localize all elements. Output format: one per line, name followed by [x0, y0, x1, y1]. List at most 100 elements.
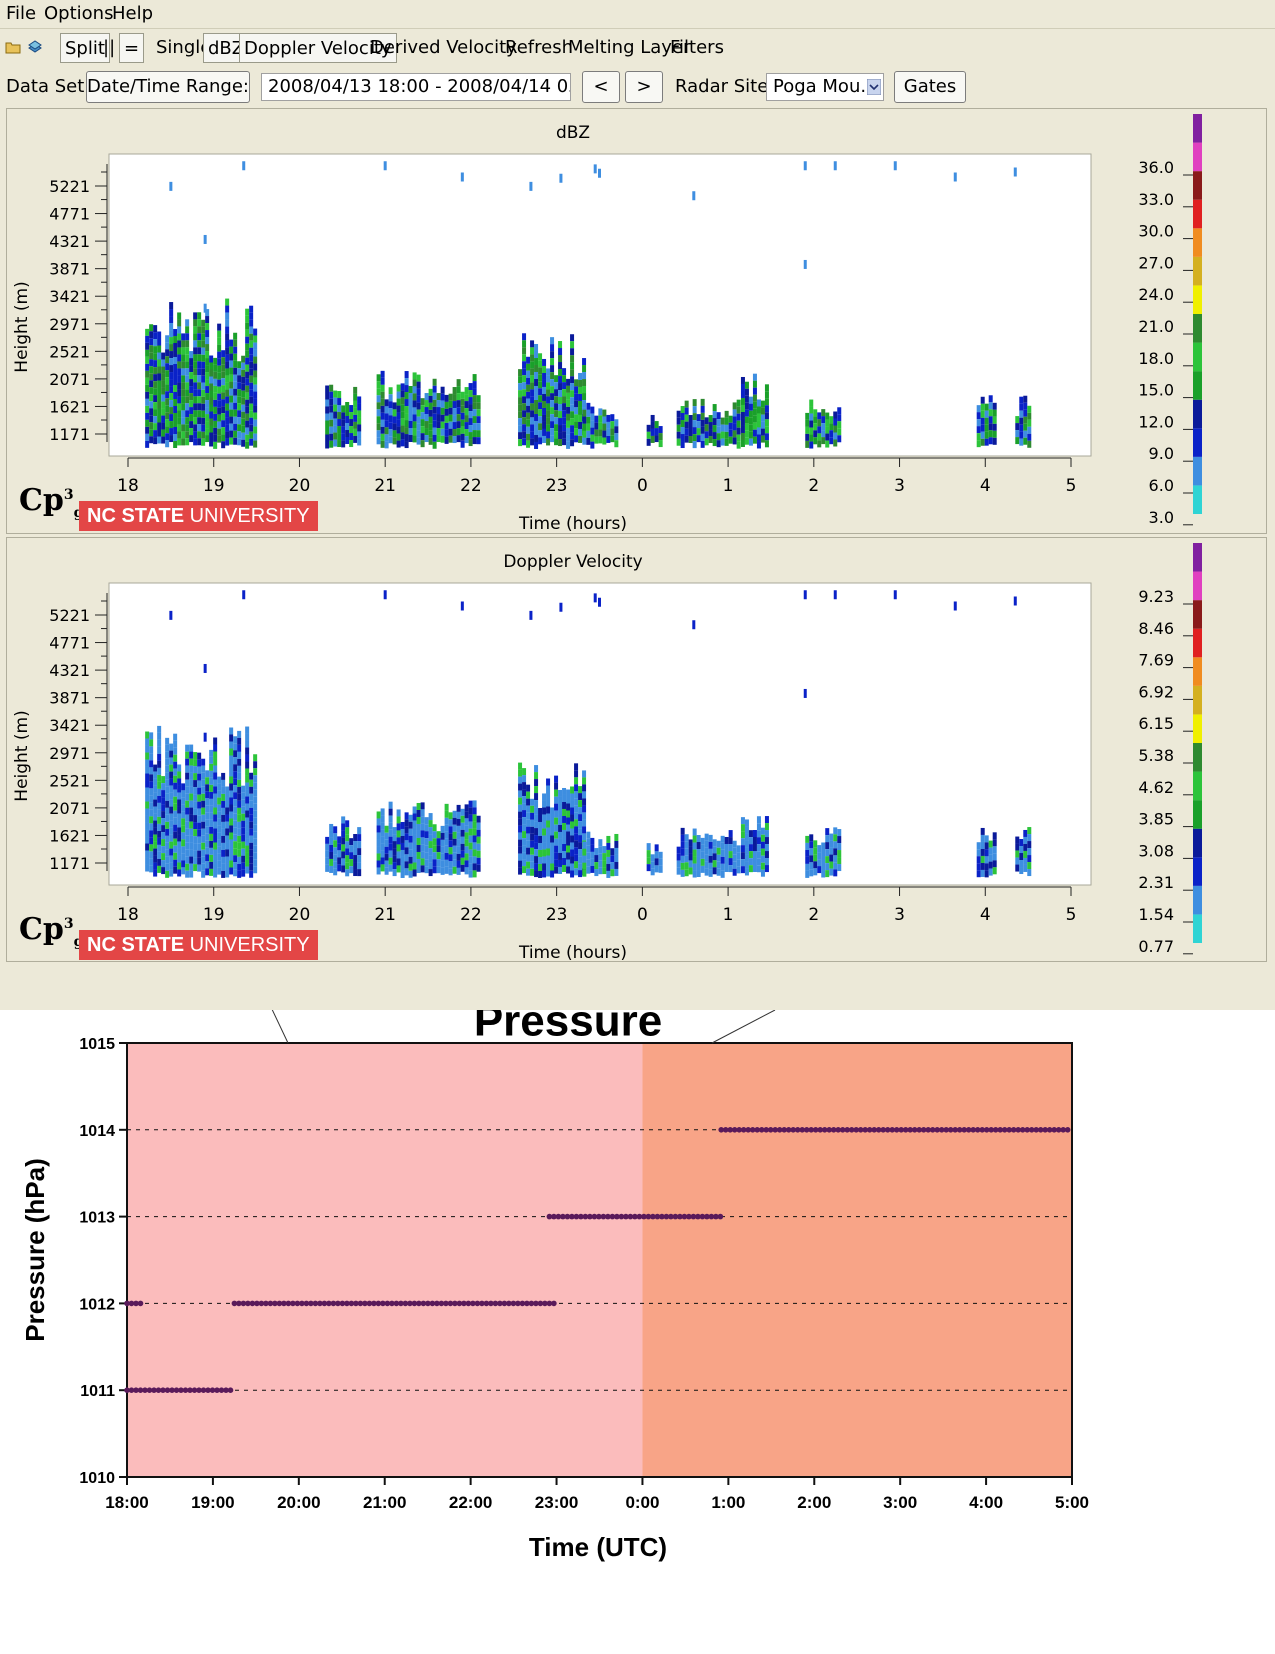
- echo-cell: [736, 859, 741, 867]
- echo-cell: [341, 440, 346, 448]
- echo-cell: [460, 398, 465, 406]
- x-tick-label: 1: [723, 905, 734, 925]
- echo-cell: [169, 337, 174, 345]
- echo-cell: [476, 416, 481, 424]
- echo-cell: [578, 428, 583, 436]
- echo-cell: [1023, 409, 1028, 417]
- echo-cell: [1027, 426, 1032, 434]
- echo-cell: [337, 850, 342, 858]
- echo-cell: [578, 835, 583, 843]
- echo-cell: [530, 368, 535, 376]
- radar-site-select[interactable]: Poga Mou...: [766, 73, 884, 101]
- echo-cell: [217, 393, 222, 401]
- echo-cell: [145, 850, 150, 858]
- echo-cell: [688, 429, 693, 437]
- echo-cell: [756, 844, 761, 852]
- echo-cell: [472, 430, 477, 438]
- y-axis-label: Height (m): [12, 710, 32, 801]
- split-button[interactable]: Split: [60, 33, 110, 63]
- echo-cell: [221, 406, 226, 414]
- layers-icon[interactable]: [27, 39, 43, 55]
- echo-cell: [416, 844, 421, 852]
- pressure-point: [947, 1127, 954, 1133]
- echo-cell: [353, 869, 358, 877]
- echo-cell: [173, 440, 178, 448]
- echo-cell: [732, 437, 737, 445]
- filters-button[interactable]: Filters: [670, 37, 724, 58]
- pressure-point: [812, 1127, 819, 1133]
- folder-open-icon[interactable]: [5, 39, 21, 55]
- echo-cell: [748, 417, 753, 425]
- echo-cell: [752, 401, 757, 409]
- echo-cell: [416, 858, 421, 866]
- horizontal-split-button[interactable]: =: [119, 33, 145, 63]
- echo-cell: [522, 810, 527, 818]
- echo-cell: [145, 745, 150, 753]
- echo-cell: [716, 868, 721, 876]
- echo-cell: [376, 423, 381, 431]
- echo-cell: [245, 866, 250, 874]
- gates-button[interactable]: Gates: [894, 71, 966, 103]
- echo-cell: [225, 403, 230, 411]
- echo-cell: [724, 836, 729, 844]
- echo-cell: [157, 774, 162, 782]
- menu-file[interactable]: File: [6, 3, 37, 24]
- echo-cell: [408, 814, 413, 822]
- echo-cell: [1027, 841, 1032, 849]
- menu-options[interactable]: Options: [44, 3, 114, 24]
- echo-cell: [680, 848, 685, 856]
- echo-cell: [676, 417, 681, 425]
- echo-cell: [440, 428, 445, 436]
- echo-cell: [732, 854, 737, 862]
- echo-cell: [530, 826, 535, 834]
- echo-cell: [554, 838, 559, 846]
- single-view-button[interactable]: Single: [156, 37, 212, 58]
- echo-cell: [325, 392, 330, 400]
- echo-cell: [149, 767, 154, 775]
- menu-help[interactable]: Help: [112, 3, 154, 24]
- echo-cell: [598, 839, 603, 847]
- echo-cell: [1015, 857, 1020, 865]
- echo-cell: [329, 858, 334, 866]
- echo-cell: [197, 319, 202, 327]
- echo-cell: [424, 831, 429, 839]
- echo-cell: [185, 361, 190, 369]
- vertical-split-button[interactable]: ||: [103, 37, 116, 58]
- echo-cell: [538, 388, 543, 396]
- derived-velocity-button[interactable]: Derived Velocity: [370, 37, 517, 58]
- pressure-point: [695, 1213, 701, 1220]
- refresh-button[interactable]: Refresh: [505, 37, 573, 58]
- echo-cell: [554, 424, 559, 432]
- next-range-button[interactable]: >: [625, 71, 663, 103]
- echo-cell: [161, 401, 166, 409]
- echo-cell: [165, 814, 170, 822]
- echo-cell: [646, 843, 651, 851]
- echo-cell: [229, 860, 234, 868]
- chevron-down-icon[interactable]: [867, 79, 881, 95]
- echo-cell: [396, 426, 401, 434]
- echo-cell: [213, 800, 218, 808]
- doppler-velocity-button[interactable]: Doppler Velocity: [239, 33, 397, 63]
- echo-cell: [522, 333, 527, 341]
- echo-cell: [197, 801, 202, 809]
- echo-cell: [376, 395, 381, 403]
- melting-layer-button[interactable]: Melting Layer: [568, 37, 691, 58]
- x-tick-label: 2: [808, 905, 819, 925]
- echo-cell: [530, 361, 535, 369]
- echo-cell: [1023, 423, 1028, 431]
- pressure-point: [308, 1300, 314, 1307]
- echo-cell: [566, 378, 571, 386]
- date-range-field[interactable]: 2008/04/13 18:00 - 2008/04/14 05:00: [261, 73, 571, 101]
- pressure-point: [1051, 1127, 1058, 1133]
- echo-cell: [225, 821, 230, 829]
- echo-cell: [432, 427, 437, 435]
- echo-cell: [376, 853, 381, 861]
- echo-cell: [173, 419, 178, 427]
- previous-range-button[interactable]: <: [582, 71, 620, 103]
- colorbar-segment: [1193, 771, 1202, 801]
- echo-cell: [353, 862, 358, 870]
- echo-cell: [245, 364, 250, 372]
- date-range-button[interactable]: Date/Time Range:: [86, 71, 250, 103]
- echo-cell: [534, 814, 539, 822]
- echo-cell: [574, 421, 579, 429]
